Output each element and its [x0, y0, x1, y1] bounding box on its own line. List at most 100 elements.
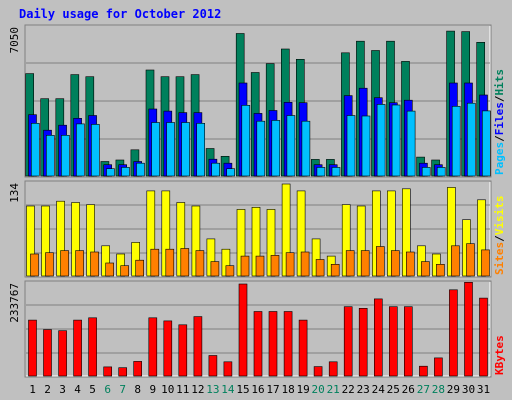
- x-tick-label-6: 6: [104, 383, 111, 396]
- bar-sites-24: [375, 246, 385, 277]
- panel-side-legend: Sites/Visits: [493, 196, 506, 276]
- bar-pages-10: [166, 122, 175, 177]
- x-tick-label-4: 4: [74, 383, 81, 396]
- bar-pages-31: [481, 110, 491, 177]
- bar-pages-6: [106, 168, 115, 177]
- x-tick-label-11: 11: [176, 383, 189, 396]
- bar-pages-19: [301, 120, 311, 177]
- legend-files: Files: [493, 102, 506, 135]
- bar-kbytes-7: [118, 367, 127, 377]
- bar-pages-3: [61, 135, 70, 177]
- legend-pages: Pages: [493, 142, 506, 175]
- bar-sites-7: [120, 265, 129, 277]
- bar-kbytes-15: [238, 283, 248, 377]
- bar-pages-9: [151, 122, 160, 177]
- bar-sites-19: [300, 251, 310, 277]
- x-tick-label-26: 26: [402, 383, 415, 396]
- bar-kbytes-13: [208, 355, 218, 377]
- bar-kbytes-5: [88, 317, 97, 377]
- x-tick-label-5: 5: [89, 383, 96, 396]
- bar-kbytes-21: [328, 361, 338, 377]
- bar-kbytes-20: [313, 366, 323, 377]
- bar-sites-28: [436, 263, 445, 277]
- bar-sites-31: [481, 249, 490, 277]
- bar-pages-11: [181, 122, 190, 177]
- bar-pages-7: [121, 167, 130, 177]
- bar-sites-15: [240, 255, 250, 277]
- x-tick-label-10: 10: [161, 383, 174, 396]
- bar-kbytes-23: [358, 307, 368, 377]
- bar-sites-10: [165, 248, 175, 277]
- chart-panels: 7050Pages/Files/Hits134Sites/Visits23376…: [8, 24, 506, 378]
- x-tick-label-24: 24: [372, 383, 386, 396]
- bar-sites-5: [90, 251, 99, 277]
- panel-side-legend: KBytes: [493, 335, 506, 375]
- bar-kbytes-26: [403, 306, 413, 377]
- bar-kbytes-27: [419, 365, 428, 377]
- series-sites: [30, 243, 490, 277]
- x-tick-label-9: 9: [149, 383, 156, 396]
- x-tick-label-12: 12: [191, 383, 204, 396]
- legend-separator: /: [493, 95, 506, 102]
- bar-pages-26: [406, 110, 416, 177]
- bar-kbytes-6: [103, 366, 112, 377]
- panel-side-legend: Pages/Files/Hits: [493, 69, 506, 175]
- bar-kbytes-19: [298, 319, 308, 377]
- bar-kbytes-12: [193, 316, 203, 377]
- bar-kbytes-30: [464, 281, 473, 377]
- bar-sites-4: [75, 250, 84, 277]
- bar-pages-13: [211, 162, 220, 177]
- panel-max-label: 134: [8, 183, 21, 203]
- bar-pages-30: [466, 102, 476, 177]
- x-tick-label-1: 1: [29, 383, 36, 396]
- bar-kbytes-11: [178, 324, 188, 377]
- x-tick-label-27: 27: [417, 383, 430, 396]
- bar-sites-25: [390, 250, 400, 277]
- bar-sites-30: [466, 243, 475, 277]
- bar-kbytes-10: [163, 320, 173, 377]
- bar-sites-20: [315, 259, 325, 277]
- bar-pages-15: [241, 105, 251, 177]
- x-tick-label-15: 15: [236, 383, 249, 396]
- bar-pages-29: [451, 106, 461, 177]
- bar-kbytes-31: [479, 297, 488, 377]
- bar-sites-8: [135, 259, 144, 277]
- x-tick-label-25: 25: [387, 383, 400, 396]
- bar-sites-3: [60, 250, 69, 277]
- legend-visits: Visits: [493, 196, 506, 236]
- bar-kbytes-24: [373, 298, 383, 377]
- bar-sites-2: [45, 252, 54, 277]
- bar-sites-9: [150, 248, 160, 277]
- bar-pages-22: [346, 115, 356, 177]
- bar-kbytes-9: [148, 317, 158, 377]
- legend-kbytes: KBytes: [493, 335, 506, 375]
- bar-pages-23: [361, 115, 371, 177]
- x-tick-label-29: 29: [447, 383, 460, 396]
- legend-separator: /: [493, 235, 506, 242]
- bar-pages-20: [316, 167, 326, 177]
- bar-kbytes-17: [268, 311, 278, 377]
- bar-kbytes-28: [434, 357, 443, 377]
- x-tick-label-2: 2: [44, 383, 51, 396]
- bar-pages-5: [91, 124, 100, 177]
- bar-kbytes-22: [343, 306, 353, 377]
- bar-sites-23: [360, 250, 370, 277]
- side-legend-text: Sites/Visits: [493, 196, 506, 276]
- bar-sites-26: [405, 251, 415, 277]
- bar-kbytes-18: [283, 311, 293, 377]
- x-tick-label-19: 19: [296, 383, 309, 396]
- legend-hits: Hits: [493, 69, 506, 96]
- panel-max-label: 233767: [8, 283, 21, 323]
- bar-sites-22: [345, 250, 355, 277]
- panel-2: 134 Sites/Visits: [8, 180, 506, 278]
- bar-kbytes-14: [223, 361, 233, 377]
- bar-sites-14: [225, 265, 235, 277]
- x-tick-label-18: 18: [281, 383, 294, 396]
- bar-kbytes-16: [253, 311, 263, 377]
- bar-sites-27: [421, 261, 430, 277]
- bar-pages-21: [331, 167, 341, 177]
- x-tick-label-7: 7: [119, 383, 126, 396]
- bar-pages-4: [76, 123, 85, 177]
